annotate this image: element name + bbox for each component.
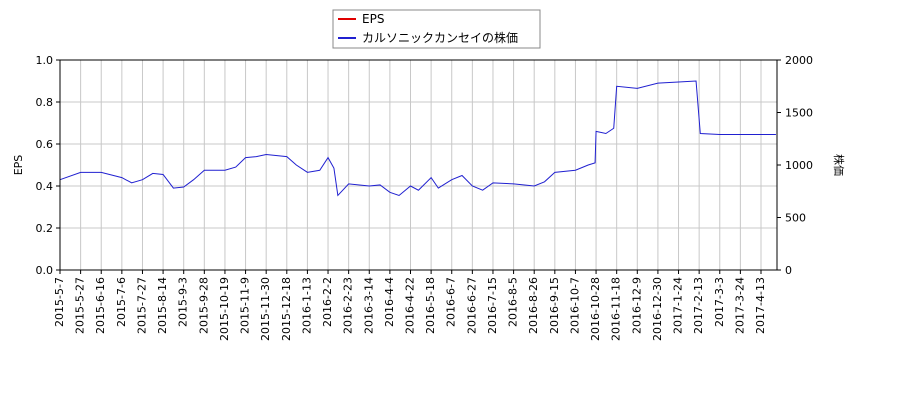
x-tick-label: 2016-9-15 <box>548 277 561 334</box>
x-tick-label: 2016-2-2 <box>321 277 334 327</box>
y-tick-label: 0.6 <box>36 138 54 151</box>
plot-area <box>60 60 777 270</box>
x-tick-label: 2015-12-18 <box>280 277 293 341</box>
x-tick-label: 2015-5-27 <box>74 277 87 334</box>
x-tick-label: 2015-7-6 <box>115 277 128 327</box>
y2-tick-label: 2000 <box>785 54 813 67</box>
x-tick-label: 2017-3-24 <box>733 277 746 334</box>
y2-axis-label: 株価 <box>832 154 846 176</box>
x-tick-label: 2015-5-7 <box>53 277 66 327</box>
x-tick-label: 2015-7-27 <box>135 277 148 334</box>
x-tick-label: 2015-10-19 <box>218 277 231 341</box>
x-tick-label: 2015-11-9 <box>239 277 252 334</box>
y2-tick-label: 0 <box>785 264 792 277</box>
x-tick-label: 2015-6-16 <box>94 277 107 334</box>
x-tick-label: 2015-9-3 <box>177 277 190 327</box>
x-tick-label: 2017-2-13 <box>692 277 705 334</box>
lines <box>59 80 776 197</box>
x-tick-label: 2016-4-4 <box>383 277 396 327</box>
x-tick-label: 2016-12-30 <box>651 277 664 341</box>
y-axis-label: EPS <box>12 155 25 176</box>
x-tick-label: 2016-10-28 <box>589 277 602 341</box>
x-tick-label: 2015-9-28 <box>197 277 210 334</box>
x-tick-label: 2016-5-18 <box>424 277 437 334</box>
x-tick-label: 2016-12-9 <box>630 277 643 334</box>
legend-box <box>332 9 541 49</box>
legend-label: EPS <box>362 12 384 26</box>
x-tick-label: 2016-6-7 <box>445 277 458 327</box>
x-tick-label: 2016-3-14 <box>362 277 375 334</box>
x-tick-label: 2016-8-5 <box>507 277 520 327</box>
y2-tick-label: 500 <box>785 212 806 225</box>
x-tick-label: 2016-7-15 <box>486 277 499 334</box>
x-tick-label: 2015-11-30 <box>259 277 272 341</box>
x-tick-label: 2016-11-18 <box>610 277 623 341</box>
x-tick-label: 2017-3-3 <box>713 277 726 327</box>
legend <box>332 9 541 49</box>
x-tick-label: 2016-6-27 <box>465 277 478 334</box>
x-tick-label: 2016-8-26 <box>527 277 540 334</box>
y2-tick-label: 1000 <box>785 159 813 172</box>
legend-label: カルソニックカンセイの株価 <box>362 30 518 45</box>
x-tick-label: 2017-1-24 <box>672 277 685 334</box>
x-tick-label: 2016-10-7 <box>568 277 581 334</box>
y-tick-label: 1.0 <box>36 54 54 67</box>
y-tick-label: 0.2 <box>36 222 54 235</box>
x-tick-label: 2017-4-13 <box>754 277 767 334</box>
x-tick-label: 2016-4-22 <box>404 277 417 334</box>
y-tick-label: 0.0 <box>36 264 54 277</box>
x-tick-label: 2016-2-23 <box>342 277 355 334</box>
y-tick-label: 0.4 <box>36 180 54 193</box>
y-tick-label: 0.8 <box>36 96 54 109</box>
series-line <box>59 80 776 197</box>
x-tick-label: 2016-1-13 <box>300 277 313 334</box>
x-tick-label: 2015-8-14 <box>156 277 169 334</box>
y2-tick-label: 1500 <box>785 107 813 120</box>
